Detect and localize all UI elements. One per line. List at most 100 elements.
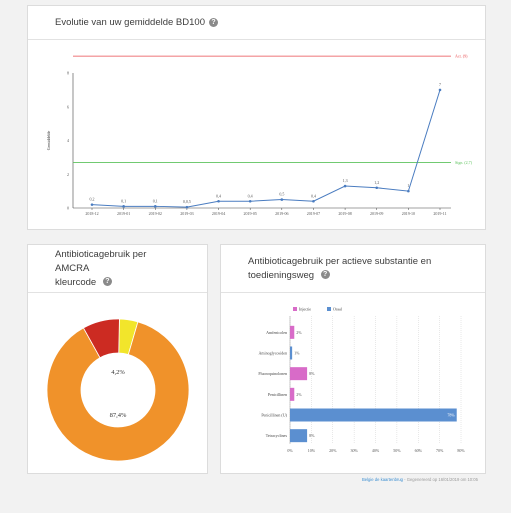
category-label: Penicillinen (U) <box>261 413 287 418</box>
data-label: 1 <box>407 183 409 188</box>
data-label: 0,2 <box>90 197 95 203</box>
bar-label: 2% <box>296 330 302 335</box>
help-icon[interactable]: ? <box>320 270 330 280</box>
bar <box>290 325 295 339</box>
data-label: 0,1 <box>153 198 158 204</box>
y-tick-label: 2 <box>67 172 69 177</box>
help-icon[interactable]: ? <box>208 18 218 27</box>
amcra-card-header: Antibioticagebruik per AMCRA kleurcode ? <box>28 245 207 293</box>
donut-label-yellow: 4,2% <box>111 369 125 376</box>
amcra-title-line2: kleurcode <box>55 276 97 288</box>
data-label: 1,3 <box>343 178 348 184</box>
x-tick-label: 2019-10 <box>402 211 415 216</box>
series-line <box>91 89 441 208</box>
x-tick-label: 20% <box>329 448 337 453</box>
category-label: Fluoroquinolonen <box>258 371 287 376</box>
substance-title-line2: toedieningsweg <box>248 269 315 281</box>
data-point <box>217 199 220 203</box>
data-point <box>248 199 252 203</box>
x-tick-label: 0% <box>287 448 293 453</box>
data-point <box>122 205 125 208</box>
data-label: 0,4 <box>248 193 253 199</box>
legend-label: Oraal <box>333 307 343 312</box>
donut-slice-orange <box>46 321 190 462</box>
x-tick-label: 2019-01 <box>117 211 130 216</box>
substance-card-header: Antibioticagebruik per actieve substanti… <box>221 245 485 293</box>
bar-label: 1% <box>294 351 300 356</box>
legend-swatch <box>293 307 297 311</box>
data-point <box>375 186 379 190</box>
footer-link[interactable]: Belgie de kaartenbrug <box>362 477 403 482</box>
x-tick-label: 2019-06 <box>275 211 288 216</box>
data-point <box>407 189 410 193</box>
substance-title-line1: Antibioticagebruik per actieve substanti… <box>248 255 432 267</box>
page-title: Evolutie van uw gemiddelde BD100 <box>55 16 205 28</box>
bar-label: 8% <box>309 371 315 376</box>
data-point <box>312 199 315 203</box>
x-tick-label: 2019-07 <box>307 211 320 216</box>
data-label: 7 <box>439 82 441 87</box>
bar-label: 8% <box>309 433 315 438</box>
bd100-card-header: Evolutie van uw gemiddelde BD100 ? <box>28 6 485 40</box>
x-tick-label: 10% <box>308 448 316 453</box>
data-label: 0,4 <box>311 193 316 199</box>
donut-slice-red <box>82 318 120 359</box>
x-tick-label: 2018-12 <box>85 211 98 216</box>
data-label: 0,4 <box>216 193 221 199</box>
x-tick-label: 70% <box>436 448 444 453</box>
x-tick-label: 40% <box>372 448 380 453</box>
x-tick-label: 2019-05 <box>244 211 257 216</box>
y-tick-label: 0 <box>67 206 69 211</box>
y-tick-label: 6 <box>67 104 69 109</box>
data-point <box>280 198 284 201</box>
x-tick-label: 2019-11 <box>433 211 446 216</box>
bd100-evolution-card: Evolutie van uw gemiddelde BD100 ? 0 2 4 6 8… <box>27 5 486 230</box>
amcra-color-card: Antibioticagebruik per AMCRA kleurcode ?… <box>27 244 208 474</box>
substance-bar-chart: Injectie Oraal 0% 10% 20% 30% 40% 50% 60% 70% 80% A… <box>258 307 465 454</box>
legend-label: Injectie <box>299 307 311 312</box>
data-point <box>343 184 347 188</box>
category-label: Amfenicolen <box>266 330 287 335</box>
bar <box>290 408 457 422</box>
data-label: 0,5 <box>279 192 284 198</box>
bar-label: 78% <box>447 413 455 418</box>
data-label: 0,0,5 <box>183 199 191 205</box>
x-tick-label: 80% <box>457 448 465 453</box>
substance-card: Antibioticagebruik per actieve substanti… <box>220 244 486 474</box>
bar <box>290 367 308 381</box>
bar-label: 2% <box>296 392 302 397</box>
y-axis-label: Gemiddelde <box>46 131 51 151</box>
category-label: Penicillinen <box>268 392 287 397</box>
legend-swatch <box>327 307 331 311</box>
x-tick-label: 2019-02 <box>149 211 162 216</box>
x-tick-label: 2019-09 <box>370 211 383 216</box>
bar <box>290 429 308 443</box>
amcra-title-line1: Antibioticagebruik per AMCRA <box>55 248 147 274</box>
bd100-line-chart: 0 2 4 6 8 Gemiddelde Act. (9) Sign. (2,7) 2018-1… <box>46 54 473 216</box>
footer-text: - Gegenereerd op 16/01/2019 om 10:05 <box>402 477 478 482</box>
category-label: Aminoglycosiden <box>259 351 287 356</box>
x-tick-label: 2019-03 <box>180 211 193 216</box>
x-tick-label: 2019-08 <box>338 211 351 216</box>
x-tick-label: 2019-04 <box>212 211 225 216</box>
bar <box>290 387 295 401</box>
footer: Belgie de kaartenbrug - Gegenereerd op 1… <box>362 477 478 482</box>
reference-line-label: Act. (9) <box>455 54 468 59</box>
data-label: 1,2 <box>374 180 379 186</box>
y-tick-label: 4 <box>67 138 69 143</box>
reference-line-label: Sign. (2,7) <box>455 160 473 166</box>
data-point <box>153 205 157 208</box>
donut-label-orange: 87,4% <box>110 412 127 419</box>
y-tick-label: 8 <box>67 71 69 76</box>
x-tick-label: 50% <box>393 448 401 453</box>
help-icon[interactable]: ? <box>102 277 112 287</box>
data-point <box>438 88 442 92</box>
x-tick-label: 30% <box>350 448 358 453</box>
data-point <box>185 205 189 209</box>
category-label: Tetracyclines <box>266 433 288 438</box>
amcra-donut-chart: 4,2% 87,4% <box>46 318 190 462</box>
data-label: 0,1 <box>121 198 126 204</box>
data-point <box>90 203 94 206</box>
bar <box>290 346 293 360</box>
x-tick-label: 60% <box>415 448 423 453</box>
